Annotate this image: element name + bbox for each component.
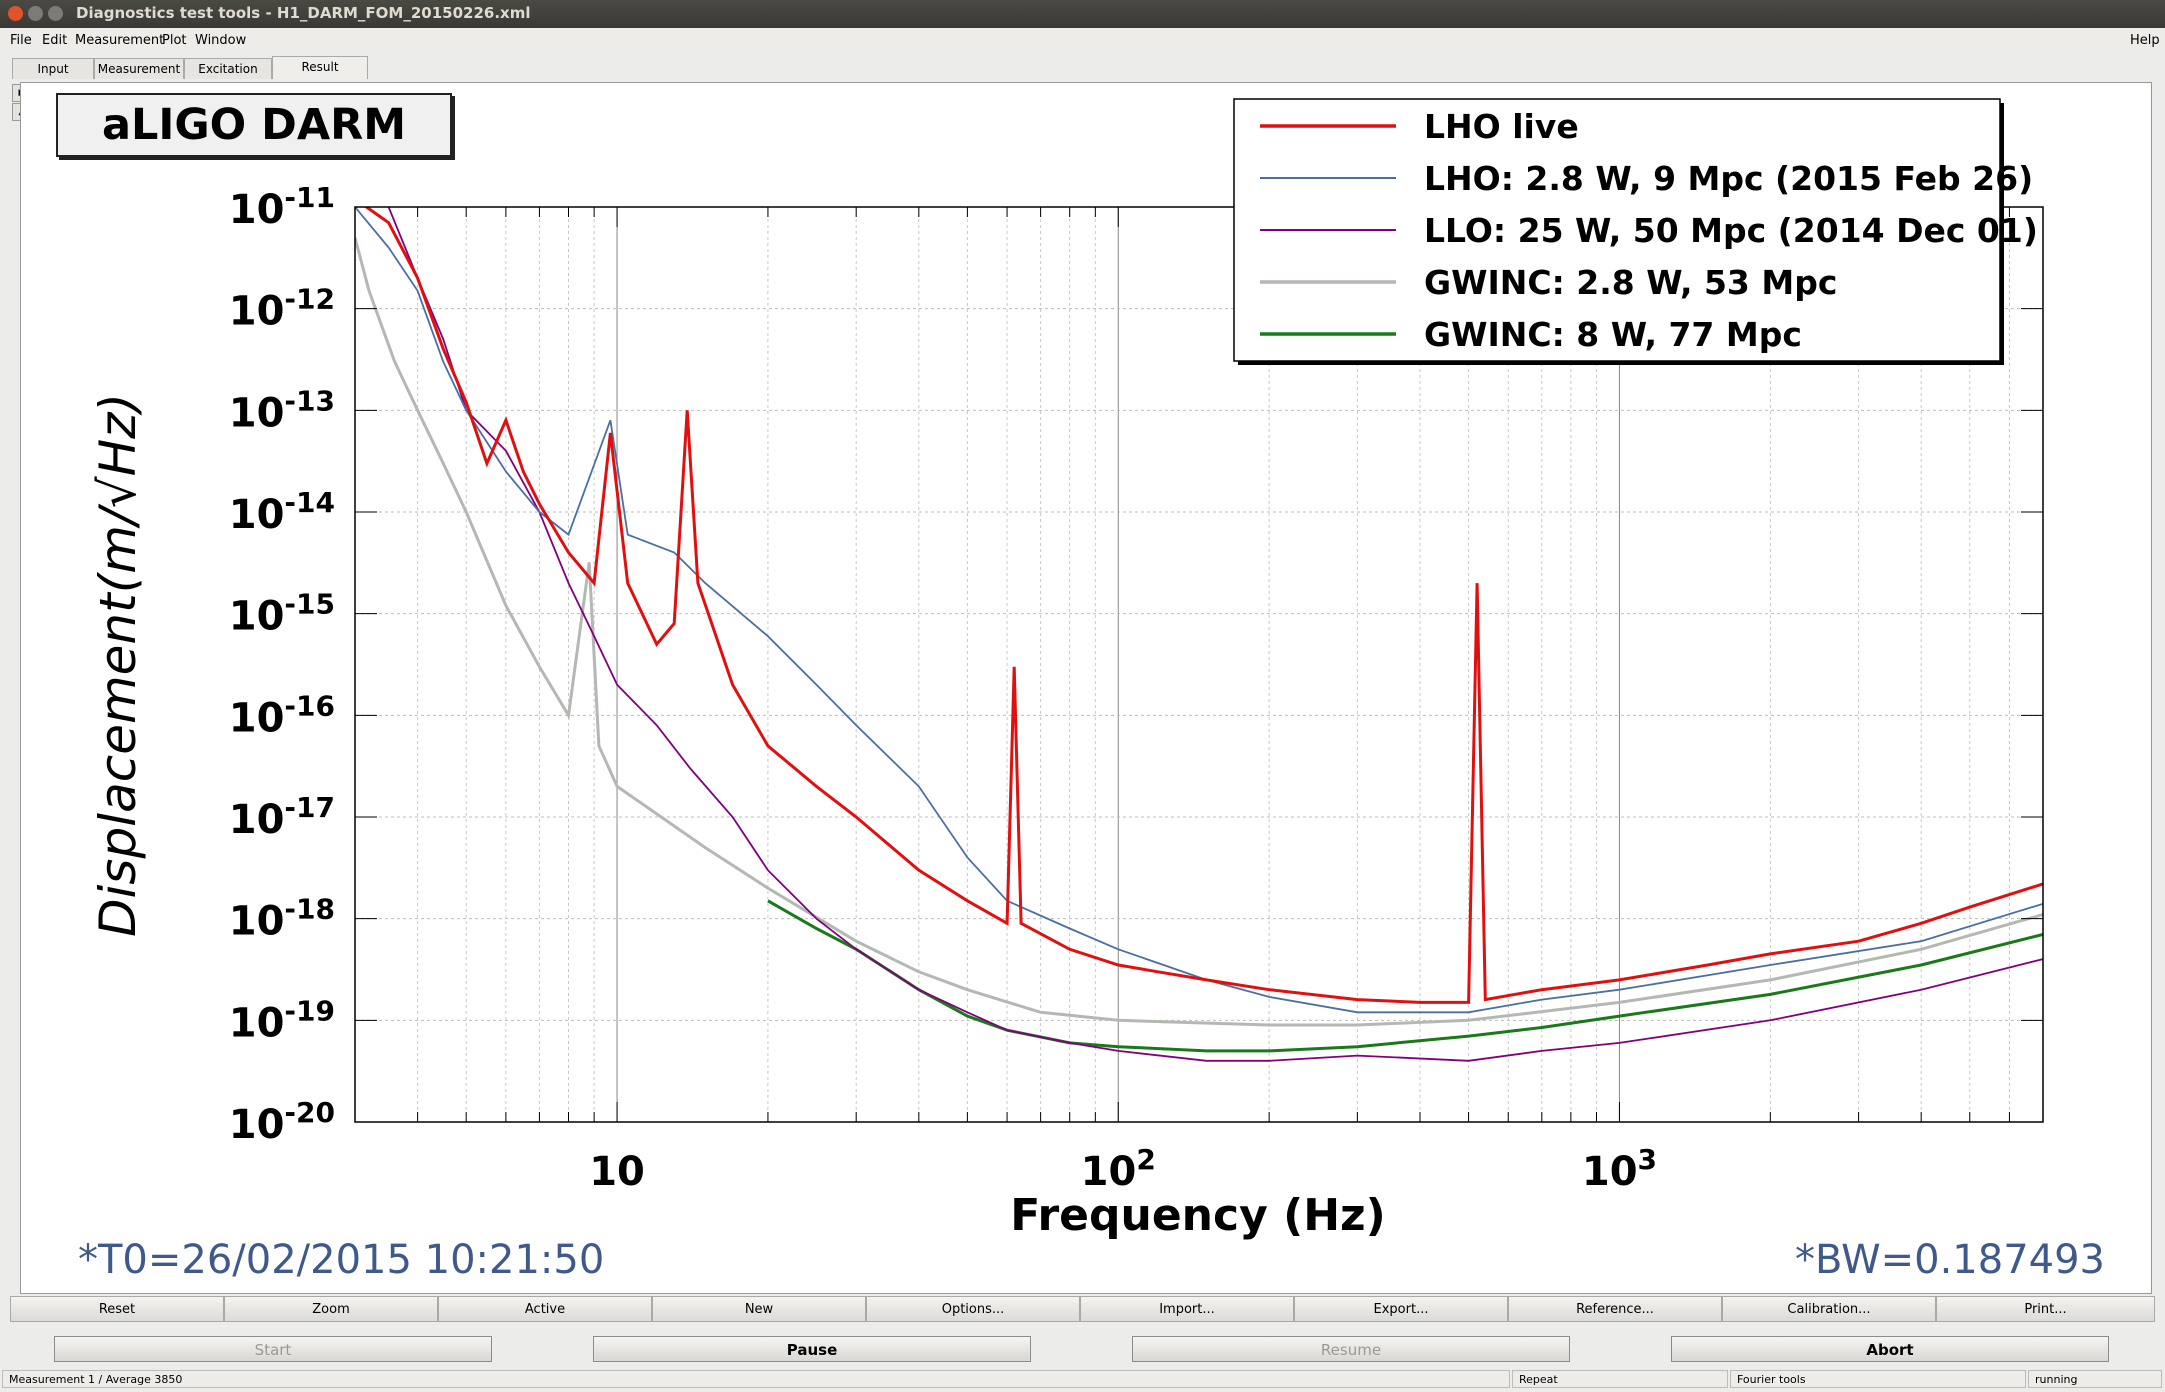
- maximize-icon[interactable]: [48, 6, 63, 21]
- y-tick-label: 10-18: [229, 893, 335, 945]
- y-tick-label: 10-11: [229, 181, 335, 233]
- options-button[interactable]: Options...: [866, 1296, 1080, 1322]
- export-button[interactable]: Export...: [1294, 1296, 1508, 1322]
- menu-help[interactable]: Help: [2130, 33, 2160, 48]
- status-repeat: Repeat: [1512, 1370, 1728, 1388]
- y-tick-labels: 10-11 10-12 10-13 10-14 10-15 10-16 10-17 10-18…: [229, 181, 335, 1148]
- y-tick-label: 10-16: [229, 689, 335, 741]
- y-axis-label: Displacement(m/√Hz): [89, 393, 147, 937]
- minimize-icon[interactable]: [28, 6, 43, 21]
- x-tick-label: 102: [1081, 1143, 1156, 1195]
- abort-button[interactable]: Abort: [1671, 1336, 2109, 1362]
- menu-bar: File Edit Measurement Plot Window Help: [0, 28, 2165, 52]
- y-tick-label: 10-19: [229, 994, 335, 1046]
- plot-title: aLIGO DARM: [56, 93, 452, 157]
- y-tick-label: 10-17: [229, 791, 335, 843]
- series-line-0: [363, 207, 2043, 1004]
- menu-edit[interactable]: Edit: [42, 33, 68, 48]
- start-button[interactable]: Start: [54, 1336, 492, 1362]
- reference-button[interactable]: Reference...: [1508, 1296, 1722, 1322]
- series-line-3: [355, 237, 2043, 1027]
- menu-file[interactable]: File: [10, 33, 32, 48]
- resume-button[interactable]: Resume: [1132, 1336, 1570, 1362]
- status-bar: Measurement 1 / Average 3850 Repeat Four…: [0, 1368, 2165, 1392]
- x-tick-labels: 10 102 103: [589, 1143, 1657, 1195]
- status-state: running: [2028, 1370, 2162, 1388]
- axis-frame: [354, 206, 2044, 1123]
- tab-excitation[interactable]: Excitation: [184, 58, 272, 79]
- chart-legend: LHO live LHO: 2.8 W, 9 Mpc (2015 Feb 26) L…: [1233, 98, 2038, 365]
- reset-button[interactable]: Reset: [10, 1296, 224, 1322]
- series-line-2: [387, 207, 2043, 1062]
- legend-entry: LLO: 25 W, 50 Mpc (2014 Dec 01): [1424, 211, 2038, 250]
- t0-label: *T0=26/02/2015 10:21:50: [78, 1237, 605, 1283]
- import-button[interactable]: Import...: [1080, 1296, 1294, 1322]
- y-tick-label: 10-12: [229, 283, 335, 335]
- legend-entry: LHO: 2.8 W, 9 Mpc (2015 Feb 26): [1424, 159, 2033, 198]
- tab-result[interactable]: Result: [272, 56, 368, 79]
- window-titlebar: Diagnostics test tools - H1_DARM_FOM_201…: [0, 0, 2165, 28]
- legend-entry: GWINC: 2.8 W, 53 Mpc: [1424, 263, 1837, 302]
- status-tool: Fourier tools: [1730, 1370, 2026, 1388]
- new-button[interactable]: New: [652, 1296, 866, 1322]
- menu-window[interactable]: Window: [195, 33, 247, 48]
- tab-input[interactable]: Input: [12, 58, 94, 79]
- pause-button[interactable]: Pause: [593, 1336, 1031, 1362]
- close-icon[interactable]: [8, 6, 23, 21]
- active-button[interactable]: Active: [438, 1296, 652, 1322]
- legend-entry: GWINC: 8 W, 77 Mpc: [1424, 315, 1802, 354]
- y-tick-label: 10-20: [229, 1096, 335, 1148]
- plot-button-row: Reset Zoom Active New Options... Import.…: [10, 1296, 2155, 1322]
- menu-measurement[interactable]: Measurement: [75, 33, 165, 48]
- x-axis-label: Frequency (Hz): [1010, 1190, 1386, 1241]
- series-layer: [355, 207, 2043, 1062]
- menu-plot[interactable]: Plot: [162, 33, 187, 48]
- calibration-button[interactable]: Calibration...: [1722, 1296, 1936, 1322]
- y-tick-label: 10-14: [229, 486, 335, 538]
- x-tick-label: 10: [589, 1149, 645, 1195]
- legend-entry: LHO live: [1424, 107, 1579, 146]
- y-tick-label: 10-13: [229, 384, 335, 436]
- zoom-button[interactable]: Zoom: [224, 1296, 438, 1322]
- x-tick-label: 103: [1582, 1143, 1657, 1195]
- status-measurement: Measurement 1 / Average 3850: [2, 1370, 1510, 1388]
- tab-measurement[interactable]: Measurement: [94, 58, 184, 79]
- series-line-4: [767, 899, 2043, 1053]
- tab-bar: Input Measurement Excitation Result: [0, 54, 2165, 80]
- bw-label: *BW=0.187493: [1795, 1237, 2105, 1283]
- y-tick-label: 10-15: [229, 588, 335, 640]
- print-button[interactable]: Print...: [1936, 1296, 2155, 1322]
- window-title: Diagnostics test tools - H1_DARM_FOM_201…: [76, 4, 531, 22]
- control-button-row: Start Pause Resume Abort: [0, 1336, 2165, 1364]
